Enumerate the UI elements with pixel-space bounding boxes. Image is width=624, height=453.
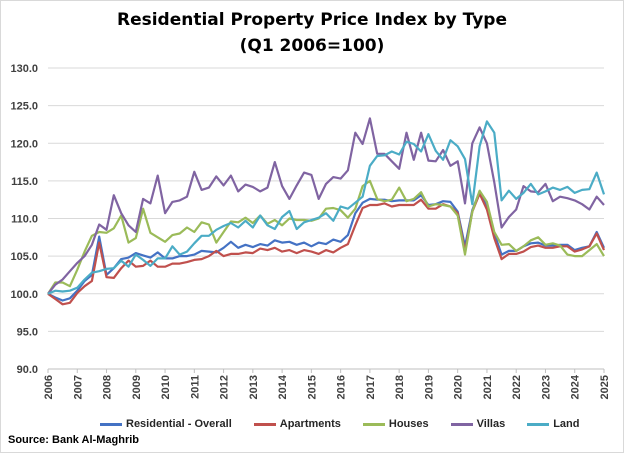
x-tick-label: 2012 [219,375,231,399]
y-tick-label: 115.0 [11,176,38,188]
legend-label: Apartments [279,418,341,430]
x-tick-label: 2018 [394,375,406,399]
x-tick-label: 2006 [43,375,55,399]
x-tick-label: 2014 [277,374,289,399]
y-tick-label: 105.0 [10,251,38,263]
x-tick-label: 2013 [248,375,260,399]
x-tick-label: 2021 [482,375,494,399]
legend-label: Houses [388,418,429,430]
source-note: Source: Bank Al-Maghrib [8,434,139,446]
series-line-land [47,120,606,295]
legend-item: Land [527,418,579,430]
legend-swatch [450,422,473,426]
x-tick-label: 2025 [599,375,611,399]
x-tick-label: 2011 [189,375,201,399]
legend-item: Residential - Overall [100,418,232,430]
legend-item: Apartments [253,418,341,430]
legend-swatch [362,422,385,426]
y-tick-label: 90.0 [17,364,38,376]
legend-item: Villas [450,418,506,430]
legend-swatch [100,422,122,426]
y-tick-label: 120.0 [10,138,38,150]
series-line-villas [47,117,605,295]
x-tick-label: 2022 [511,375,523,399]
x-tick-label: 2020 [453,375,465,399]
x-tick-label: 2015 [306,375,318,399]
x-tick-label: 2016 [336,375,348,399]
y-tick-label: 110.0 [11,214,38,226]
legend: Residential - Overall Apartments Houses Vil… [100,418,579,430]
y-tick-label: 125.0 [10,101,38,113]
x-tick-label: 2007 [72,375,84,399]
series-line-apartments [47,192,606,306]
x-tick-label: 2019 [423,375,435,399]
x-tick-label: 2023 [540,375,552,399]
x-tick-label: 2009 [131,375,143,399]
y-tick-label: 95.0 [17,326,38,338]
series-line-houses [47,179,605,295]
x-tick-label: 2010 [160,375,172,399]
y-tick-label: 130.0 [10,63,38,75]
series-line-residential-overall [47,190,605,302]
chart-title: Residential Property Price Index by Type [116,10,507,30]
legend-swatch [527,422,550,426]
legend-label: Residential - Overall [126,418,232,430]
x-tick-label: 2008 [102,375,114,399]
x-tick-label: 2017 [365,375,377,399]
x-tick-label: 2024 [570,374,582,399]
chart-subtitle: (Q1 2006=100) [239,36,385,56]
legend-label: Land [553,418,580,430]
legend-swatch [253,422,276,426]
legend-label: Villas [476,418,506,430]
legend-item: Houses [362,418,429,430]
y-tick-label: 100.0 [10,289,38,301]
